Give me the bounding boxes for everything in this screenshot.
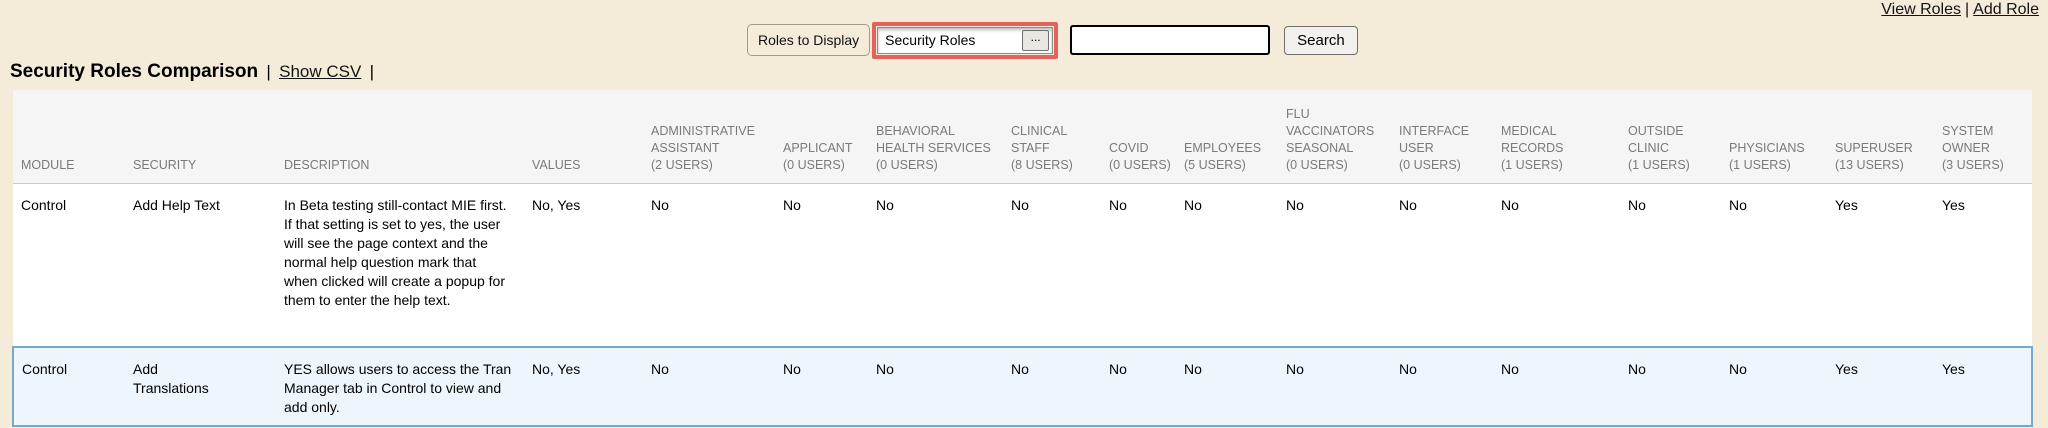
cell-description: In Beta testing still-contact MIE first.… xyxy=(276,183,524,347)
security-roles-dropdown-value: Security Roles xyxy=(885,32,976,48)
cell-module: Control xyxy=(13,183,125,347)
cell-role-value: No xyxy=(1391,183,1493,347)
column-header-module: MODULE xyxy=(13,90,125,184)
column-header-employees: EMPLOYEES (5 USERS) xyxy=(1176,90,1278,184)
cell-security: Add Help Text xyxy=(125,183,276,347)
top-links: View Roles | Add Role xyxy=(1881,1,2039,19)
column-header-security: SECURITY xyxy=(125,90,276,184)
column-header-values: VALUES xyxy=(524,90,643,184)
column-header-interface-user: INTERFACE USER (0 USERS) xyxy=(1391,90,1493,184)
cell-role-value: No xyxy=(1101,346,1176,427)
roles-picker-ellipsis-button[interactable]: ... xyxy=(1022,29,1050,51)
cell-role-value: No xyxy=(1003,346,1101,427)
cell-role-value: Yes xyxy=(1827,346,1934,427)
cell-role-value: No xyxy=(643,346,775,427)
cell-role-value: No xyxy=(1391,346,1493,427)
add-role-link[interactable]: Add Role xyxy=(1973,1,2039,18)
column-header-administrative-assistant: ADMINISTRATIVE ASSISTANT (2 USERS) xyxy=(643,90,775,184)
roles-to-display-label: Roles to Display xyxy=(747,24,871,56)
cell-role-value: No xyxy=(1493,183,1620,347)
column-header-applicant: APPLICANT (0 USERS) xyxy=(775,90,868,184)
link-separator: | xyxy=(1965,1,1970,18)
security-roles-dropdown[interactable]: Security Roles ... xyxy=(877,26,1054,54)
table-header-row: MODULE SECURITY DESCRIPTION VALUES ADMIN… xyxy=(13,90,2032,184)
cell-values: No, Yes xyxy=(524,183,643,347)
page-heading-row: Security Roles Comparison | Show CSV | xyxy=(10,61,377,83)
cell-role-value: No xyxy=(1101,183,1176,347)
cell-role-value: No xyxy=(643,183,775,347)
highlight-box: Security Roles ... xyxy=(872,21,1059,59)
column-header-behavioral-health-services: BEHAVIORAL HEALTH SERVICES (0 USERS) xyxy=(868,90,1003,184)
search-button[interactable]: Search xyxy=(1284,25,1358,55)
column-header-covid: COVID (0 USERS) xyxy=(1101,90,1176,184)
show-csv-link[interactable]: Show CSV xyxy=(279,62,362,81)
security-roles-comparison-table: MODULE SECURITY DESCRIPTION VALUES ADMIN… xyxy=(12,90,2033,427)
table-row-add-help-text[interactable]: Control Add Help Text In Beta testing st… xyxy=(13,183,2032,347)
cell-role-value: No xyxy=(1721,183,1827,347)
view-roles-link[interactable]: View Roles xyxy=(1881,1,1962,18)
column-header-clinical-staff: CLINICAL STAFF (8 USERS) xyxy=(1003,90,1101,184)
cell-role-value: Yes xyxy=(1827,183,1934,347)
cell-role-value: Yes xyxy=(1934,183,2032,347)
column-header-physicians: PHYSICIANS (1 USERS) xyxy=(1721,90,1827,184)
cell-role-value: No xyxy=(1278,346,1391,427)
cell-role-value: Yes xyxy=(1934,346,2033,427)
cell-role-value: No xyxy=(1176,183,1278,347)
cell-role-value: No xyxy=(1620,183,1721,347)
cell-role-value: No xyxy=(1003,183,1101,347)
cell-role-value: No xyxy=(868,183,1003,347)
heading-separator: | xyxy=(266,62,271,81)
cell-role-value: No xyxy=(1620,346,1721,427)
cell-description: YES allows users to access the Tran Mana… xyxy=(276,346,524,427)
column-header-outside-clinic: OUTSIDE CLINIC (1 USERS) xyxy=(1620,90,1721,184)
table-row-add-translations[interactable]: Control Add Translations YES allows user… xyxy=(12,346,2033,427)
column-header-medical-records: MEDICAL RECORDS (1 USERS) xyxy=(1493,90,1620,184)
page-title: Security Roles Comparison xyxy=(10,61,259,82)
cell-role-value: No xyxy=(775,346,868,427)
cell-role-value: No xyxy=(1278,183,1391,347)
column-header-system-owner: SYSTEM OWNER (3 USERS) xyxy=(1934,90,2032,184)
column-header-superuser: SUPERUSER (13 USERS) xyxy=(1827,90,1934,184)
cell-role-value: No xyxy=(775,183,868,347)
heading-trailing-separator: | xyxy=(369,62,375,81)
cell-security: Add Translations xyxy=(125,346,276,427)
roles-toolbar: Roles to Display Security Roles ... Sear… xyxy=(747,21,1358,59)
search-input[interactable] xyxy=(1070,25,1271,55)
column-header-description: DESCRIPTION xyxy=(276,90,524,184)
cell-module: Control xyxy=(12,346,125,427)
column-header-flu-vaccinators-seasonal: FLU VACCINATORS SEASONAL (0 USERS) xyxy=(1278,90,1391,184)
cell-role-value: No xyxy=(1176,346,1278,427)
cell-role-value: No xyxy=(1721,346,1827,427)
cell-role-value: No xyxy=(868,346,1003,427)
cell-role-value: No xyxy=(1493,346,1620,427)
cell-values: No, Yes xyxy=(524,346,643,427)
roles-to-display-text: Roles to Display xyxy=(758,32,860,48)
